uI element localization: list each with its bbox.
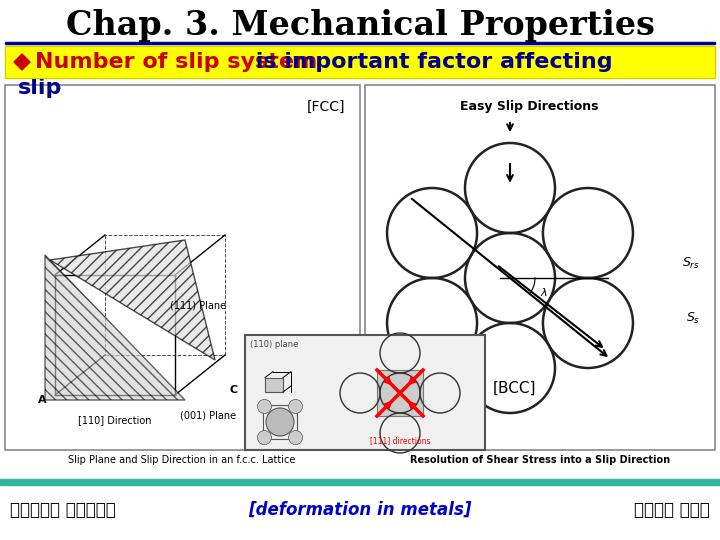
Bar xyxy=(263,405,297,439)
Text: 부산대학교 재료공학부: 부산대학교 재료공학부 xyxy=(10,501,116,519)
Polygon shape xyxy=(45,255,185,400)
Bar xyxy=(365,85,715,450)
Text: (110) plane: (110) plane xyxy=(250,340,298,349)
Polygon shape xyxy=(50,240,215,360)
Circle shape xyxy=(258,430,271,444)
Text: is important factor affecting: is important factor affecting xyxy=(248,52,613,72)
Circle shape xyxy=(266,408,294,436)
Polygon shape xyxy=(14,54,30,70)
Text: (001) Plane: (001) Plane xyxy=(180,410,236,420)
Bar xyxy=(265,377,283,392)
Bar xyxy=(377,370,423,416)
Bar xyxy=(5,46,715,78)
Text: $S_s$: $S_s$ xyxy=(685,310,700,326)
Text: $\lambda$: $\lambda$ xyxy=(540,286,548,298)
Text: [FCC]: [FCC] xyxy=(307,100,345,114)
Text: A: A xyxy=(38,395,47,405)
Text: slip: slip xyxy=(18,78,63,98)
Text: 계면공학 연구실: 계면공학 연구실 xyxy=(634,501,710,519)
Text: [deformation in metals]: [deformation in metals] xyxy=(248,501,472,519)
Text: Number of slip system: Number of slip system xyxy=(35,52,318,72)
Text: [BCC]: [BCC] xyxy=(493,381,536,395)
Text: (111) Plane: (111) Plane xyxy=(170,300,226,310)
Circle shape xyxy=(289,430,302,444)
Text: C: C xyxy=(230,385,238,395)
Text: Chap. 3. Mechanical Properties: Chap. 3. Mechanical Properties xyxy=(66,9,654,42)
Text: Slip Plane and Slip Direction in an f.c.c. Lattice: Slip Plane and Slip Direction in an f.c.… xyxy=(68,455,296,465)
Text: $S_{rs}$: $S_{rs}$ xyxy=(682,255,700,271)
Text: [110] Direction: [110] Direction xyxy=(78,415,152,425)
Bar xyxy=(0,479,720,485)
Bar xyxy=(5,42,715,44)
Circle shape xyxy=(289,400,302,414)
Text: [111] directions: [111] directions xyxy=(370,436,431,445)
Bar xyxy=(245,335,485,450)
Bar xyxy=(5,85,360,450)
Circle shape xyxy=(258,400,271,414)
Text: Easy Slip Directions: Easy Slip Directions xyxy=(460,100,598,113)
Bar xyxy=(5,46,715,78)
Text: Resolution of Shear Stress into a Slip Direction: Resolution of Shear Stress into a Slip D… xyxy=(410,455,670,465)
